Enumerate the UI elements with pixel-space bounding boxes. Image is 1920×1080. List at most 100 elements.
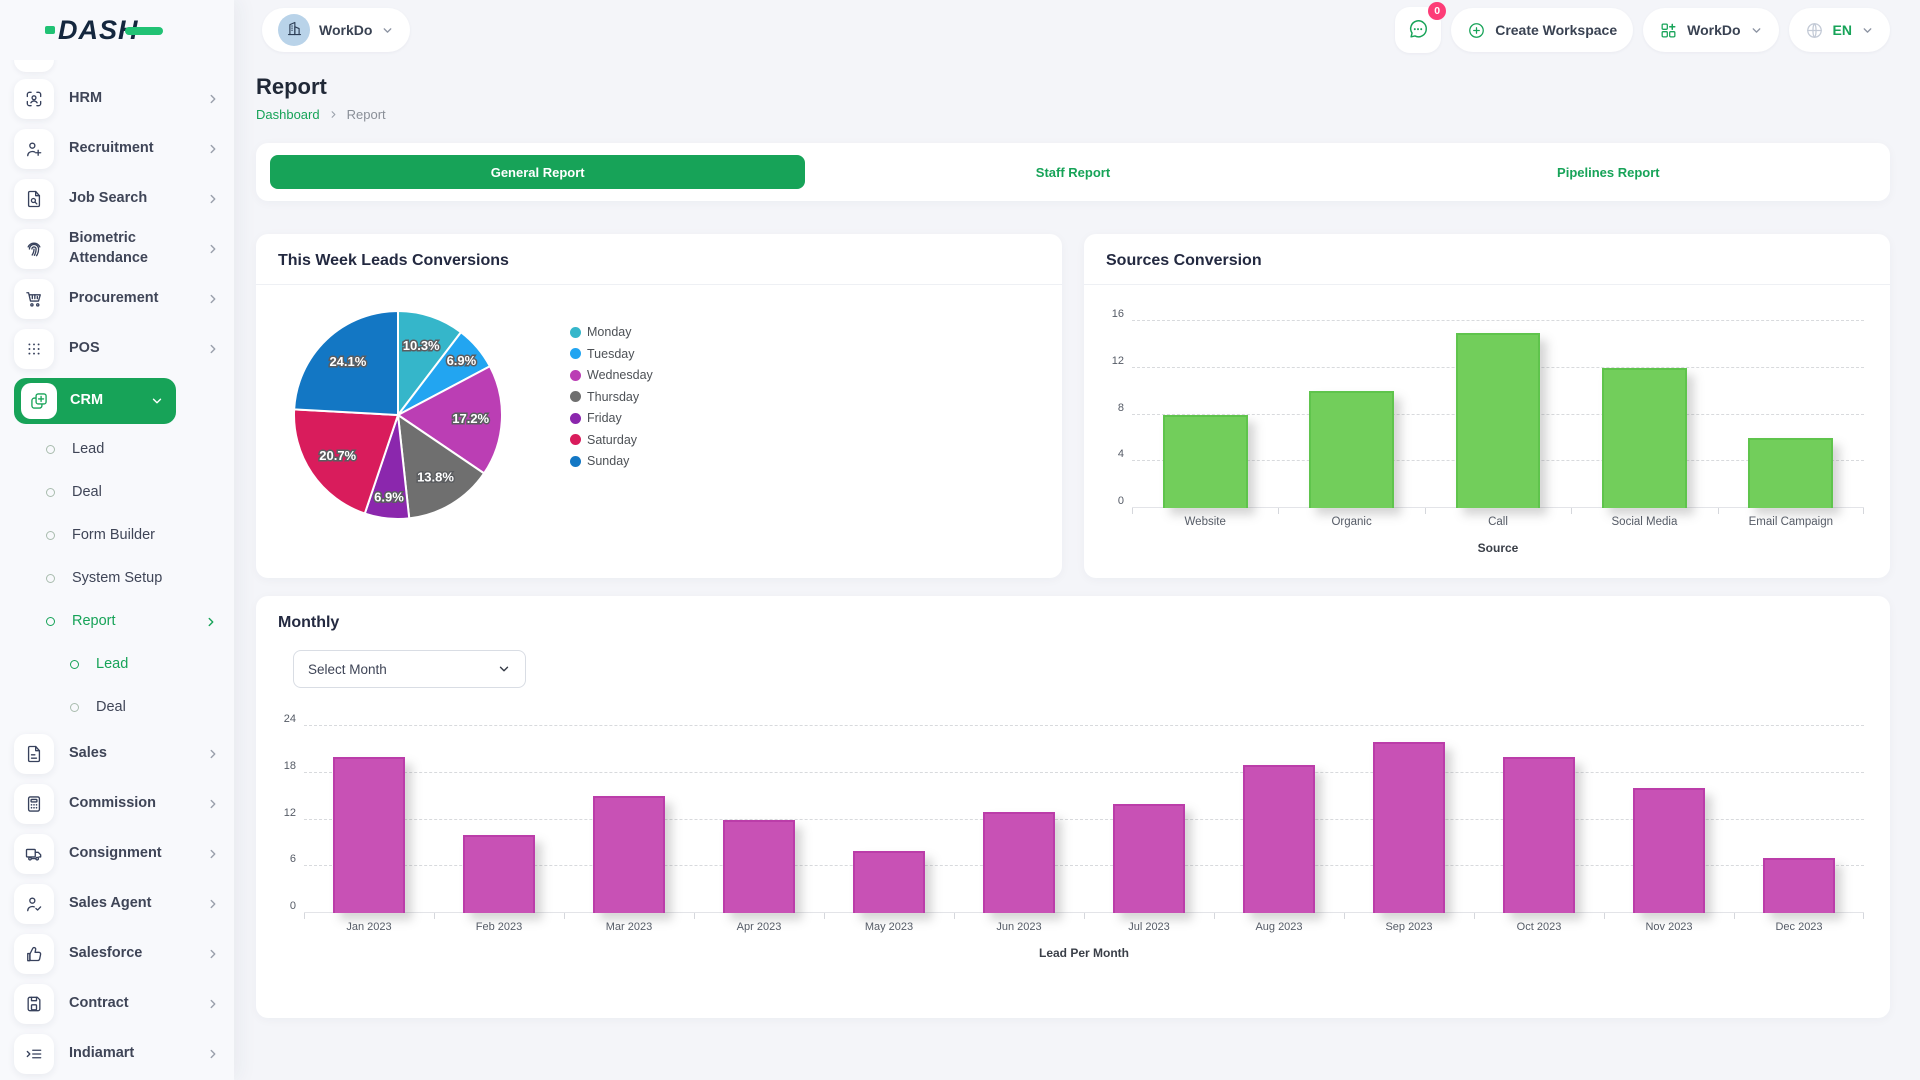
- bar-dec-2023[interactable]: [1762, 858, 1836, 913]
- sidebar-subitem-lead[interactable]: Lead: [0, 428, 234, 471]
- chevron-right-icon: [206, 897, 220, 911]
- pie-percent-label: 24.1%: [329, 354, 366, 369]
- sidebar-item-salesforce[interactable]: Salesforce: [0, 929, 234, 979]
- pie-slice-wednesday[interactable]: [397, 365, 503, 475]
- bar-organic[interactable]: [1309, 391, 1395, 508]
- message-icon: [1407, 18, 1429, 43]
- pie-percent-label: 10.3%: [403, 338, 440, 353]
- chevron-right-icon: [204, 615, 218, 629]
- sidebar-item-commission[interactable]: Commission: [0, 779, 234, 829]
- pie-slice-saturday[interactable]: [293, 408, 399, 515]
- globe-icon: [1805, 21, 1824, 40]
- bars: [304, 726, 1864, 913]
- page-content: Report Dashboard Report General Report St…: [234, 60, 1920, 1080]
- y-tick-label: 12: [1111, 354, 1124, 367]
- switcher-name: WorkDo: [1687, 22, 1741, 38]
- tab-general-report[interactable]: General Report: [270, 155, 806, 189]
- select-month-dropdown[interactable]: Select Month: [293, 650, 526, 688]
- x-tick-label: Sep 2023: [1344, 913, 1474, 933]
- chevron-right-icon: [206, 747, 220, 761]
- bullet-icon: [46, 574, 55, 583]
- x-tick-label: Oct 2023: [1474, 913, 1604, 933]
- workspace-pill[interactable]: WorkDo: [262, 8, 411, 52]
- weekly-leads-title: This Week Leads Conversions: [256, 234, 1062, 285]
- bar-nov-2023[interactable]: [1632, 788, 1706, 913]
- gridline: [304, 865, 1864, 867]
- y-tick-label: 16: [1111, 308, 1124, 320]
- consignment-icon: [14, 834, 54, 874]
- job-search-icon: [14, 179, 54, 219]
- sidebar-item-recruitment[interactable]: Recruitment: [0, 124, 234, 174]
- chevron-down-icon: [497, 662, 511, 676]
- sidebar-item-sales-agent[interactable]: Sales Agent: [0, 879, 234, 929]
- sidebar-subitem-system-setup[interactable]: System Setup: [0, 557, 234, 600]
- sidebar-subitem-deal[interactable]: Deal: [0, 686, 234, 729]
- sidebar-item-hrm[interactable]: HRM: [0, 74, 234, 124]
- legend-dot: [570, 391, 581, 402]
- gridline: [304, 771, 1864, 773]
- sidebar-item-procurement[interactable]: Procurement: [0, 274, 234, 324]
- sidebar-item-pos[interactable]: POS: [0, 324, 234, 374]
- create-workspace-button[interactable]: Create Workspace: [1451, 8, 1634, 52]
- bar-feb-2023[interactable]: [462, 835, 536, 913]
- tab-pipelines-report[interactable]: Pipelines Report: [1341, 155, 1876, 189]
- messages-button[interactable]: 0: [1395, 2, 1447, 53]
- bar-sep-2023[interactable]: [1372, 741, 1446, 913]
- procurement-icon: [14, 279, 54, 319]
- monthly-card: Monthly Select Month 0 6 12 18 24 Jan 2023 Feb…: [256, 596, 1890, 1018]
- sidebar-item-consignment[interactable]: Consignment: [0, 829, 234, 879]
- bar-aug-2023[interactable]: [1242, 764, 1316, 913]
- tab-staff-report[interactable]: Staff Report: [805, 155, 1340, 189]
- legend-item-sunday[interactable]: Sunday: [570, 454, 653, 468]
- x-tick-label: Aug 2023: [1214, 913, 1344, 933]
- bar-jul-2023[interactable]: [1112, 803, 1186, 913]
- app-logo[interactable]: DASH: [0, 0, 234, 60]
- sidebar-item-indiamart[interactable]: Indiamart: [0, 1029, 234, 1079]
- chevron-down-icon: [381, 24, 394, 37]
- sidebar-subitem-deal[interactable]: Deal: [0, 471, 234, 514]
- legend-item-thursday[interactable]: Thursday: [570, 390, 653, 404]
- legend-dot: [570, 412, 581, 424]
- biometric-icon: [14, 229, 54, 269]
- sidebar-item-job-search[interactable]: Job Search: [0, 174, 234, 224]
- bar-may-2023[interactable]: [852, 850, 926, 913]
- bar-website[interactable]: [1162, 414, 1248, 508]
- monthly-bar-chart: 0 6 12 18 24 Jan 2023 Feb 2023 Mar 2023 Apr 2023…: [256, 713, 1890, 976]
- x-tick-label: Dec 2023: [1734, 913, 1864, 933]
- bar-social-media[interactable]: [1601, 367, 1687, 508]
- bar-apr-2023[interactable]: [722, 819, 796, 913]
- sidebar-subitem-form-builder[interactable]: Form Builder: [0, 514, 234, 557]
- bar-mar-2023[interactable]: [592, 796, 666, 913]
- workspace-name: WorkDo: [319, 22, 373, 38]
- sidebar-item-contract[interactable]: Contract: [0, 979, 234, 1029]
- sidebar-subitem-report[interactable]: Report: [0, 600, 234, 643]
- pie-slice-thursday[interactable]: [397, 414, 486, 520]
- legend-item-saturday[interactable]: Saturday: [570, 433, 653, 447]
- pie-slice-sunday[interactable]: [293, 310, 399, 416]
- chevron-down-icon: [1861, 24, 1874, 37]
- legend-item-tuesday[interactable]: Tuesday: [570, 347, 653, 361]
- breadcrumb-dashboard-link[interactable]: Dashboard: [256, 107, 320, 122]
- pie-percent-label: 20.7%: [319, 448, 356, 463]
- legend-item-wednesday[interactable]: Wednesday: [570, 368, 653, 382]
- bar-jun-2023[interactable]: [982, 811, 1056, 913]
- bar-oct-2023[interactable]: [1502, 757, 1576, 913]
- breadcrumb: Dashboard Report: [256, 107, 1890, 122]
- workspace-switcher[interactable]: WorkDo: [1643, 8, 1779, 52]
- select-month-value: Select Month: [308, 661, 387, 677]
- x-tick-label: Feb 2023: [434, 913, 564, 933]
- legend-item-monday[interactable]: Monday: [570, 325, 653, 339]
- sidebar-item-biometric-attendance[interactable]: Biometric Attendance: [0, 224, 234, 274]
- bar-call[interactable]: [1455, 332, 1541, 508]
- bar-jan-2023[interactable]: [332, 757, 406, 913]
- gridline: [304, 818, 1864, 820]
- x-tick-label: Call: [1424, 508, 1571, 528]
- bar-email-campaign[interactable]: [1748, 437, 1834, 508]
- legend-item-friday[interactable]: Friday: [570, 411, 653, 425]
- y-tick-label: 24: [283, 713, 296, 725]
- sidebar-item-sales[interactable]: Sales: [0, 729, 234, 779]
- sidebar-item-crm[interactable]: CRM: [14, 378, 176, 424]
- sidebar-subitem-lead[interactable]: Lead: [0, 643, 234, 686]
- legend-dot: [570, 434, 581, 445]
- language-selector[interactable]: EN: [1788, 8, 1890, 52]
